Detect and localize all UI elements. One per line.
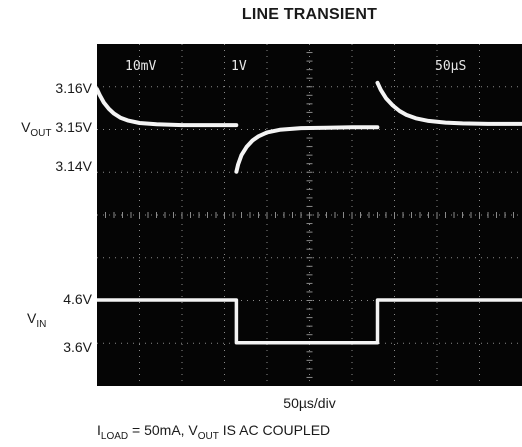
vout-subscript: OUT bbox=[30, 128, 52, 139]
timebase-readout: 50µS bbox=[435, 59, 466, 74]
vout-tick-3-14: 3.14V bbox=[55, 158, 92, 174]
trace-vout bbox=[97, 80, 522, 174]
cond-i-subscript: LOAD bbox=[100, 431, 129, 442]
vout-tick-3-15: 3.15V bbox=[55, 119, 92, 135]
chart-title: LINE TRANSIENT bbox=[241, 6, 378, 23]
cond-i: I bbox=[97, 422, 101, 438]
x-axis-label: 50µs/div bbox=[283, 395, 336, 411]
vin-tick-4-6: 4.6V bbox=[63, 291, 92, 307]
vout-symbol: V bbox=[21, 119, 31, 135]
ch1-scale-readout: 10mV bbox=[125, 59, 156, 74]
vout-tick-3-16: 3.16V bbox=[55, 80, 92, 96]
test-condition-note: ILOAD = 50mA, VOUT IS AC COUPLED bbox=[97, 422, 331, 442]
vin-tick-3-6: 3.6V bbox=[63, 339, 92, 355]
vout-axis-label: VOUT 3.15V bbox=[21, 119, 92, 139]
scope-plot: 10mV 1V 50µS bbox=[97, 44, 522, 386]
trace-vin bbox=[97, 298, 522, 345]
vin-symbol: V bbox=[27, 310, 37, 326]
cond-v-subscript: OUT bbox=[197, 431, 219, 442]
vin-subscript: IN bbox=[36, 319, 47, 330]
cond-mid: = 50mA, V bbox=[128, 422, 198, 438]
cond-tail: IS AC COUPLED bbox=[218, 422, 331, 438]
vin-axis-label: VIN bbox=[27, 310, 46, 330]
ch2-scale-readout: 1V bbox=[231, 59, 247, 74]
oscilloscope-screen: 10mV 1V 50µS bbox=[97, 44, 522, 386]
